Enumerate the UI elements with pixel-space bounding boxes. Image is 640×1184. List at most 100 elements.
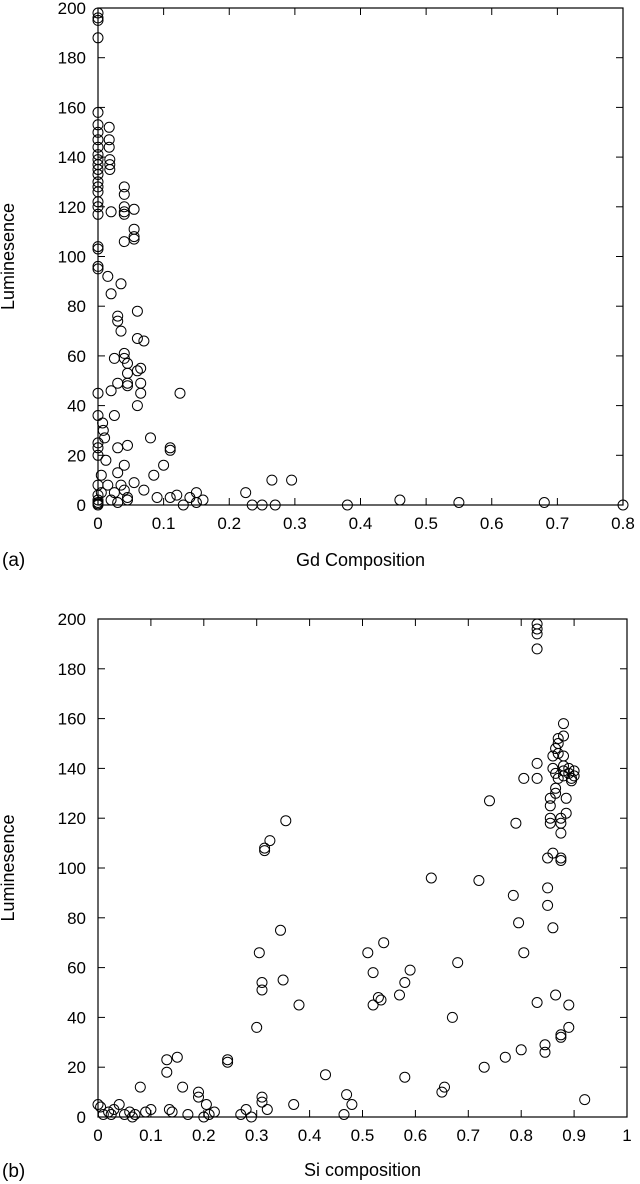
y-tick-label: 120 [58, 198, 86, 217]
data-point [568, 765, 580, 777]
data-point [341, 1089, 353, 1101]
data-point [552, 748, 564, 759]
data-point [97, 424, 109, 436]
data-point [171, 489, 183, 501]
data-point [118, 484, 130, 496]
data-point [92, 119, 104, 131]
data-point [531, 757, 543, 769]
data-point [184, 492, 196, 503]
data-point [264, 835, 276, 847]
x-tick-label: 0.1 [139, 1126, 163, 1145]
data-point [555, 1029, 567, 1041]
data-point [145, 432, 156, 444]
data-point [245, 1111, 257, 1123]
data-point [92, 263, 104, 275]
data-point [92, 7, 104, 19]
data-point [190, 497, 202, 508]
data-point [174, 387, 186, 399]
y-tick-label: 60 [67, 347, 86, 366]
data-point [566, 772, 577, 784]
data-point [499, 1051, 511, 1063]
x-tick-label: 0.4 [349, 514, 373, 533]
data-point [122, 367, 133, 379]
data-point [118, 459, 130, 471]
data-point [164, 442, 176, 454]
data-point [507, 889, 519, 901]
data-point [92, 134, 104, 146]
data-point [552, 772, 564, 784]
x-tick-label: 0.3 [283, 514, 307, 533]
data-point [341, 499, 353, 511]
data-point [399, 977, 411, 988]
data-point [563, 767, 575, 779]
data-point [550, 787, 562, 799]
data-point [104, 159, 116, 171]
data-point [555, 855, 567, 866]
x-tick-label: 0.3 [245, 1126, 269, 1145]
data-point [92, 181, 104, 193]
data-point [531, 628, 543, 640]
data-point [92, 387, 104, 399]
data-point [102, 479, 114, 491]
x-tick-label: 0.8 [611, 514, 635, 533]
data-point [92, 12, 104, 24]
data-point [122, 494, 133, 506]
data-point [113, 1099, 125, 1110]
data-point [92, 208, 104, 220]
data-point [558, 730, 569, 742]
data-point [95, 469, 107, 481]
x-tick-label: 0.4 [298, 1126, 322, 1145]
data-point [103, 134, 115, 146]
data-point [118, 347, 130, 359]
data-point [563, 1021, 575, 1033]
data-point [92, 106, 104, 118]
data-point [555, 852, 567, 864]
data-point [99, 432, 111, 444]
data-point [128, 231, 140, 243]
x-axis-label: Si composition [304, 1160, 421, 1180]
data-point [198, 1111, 210, 1123]
x-tick-label: 0.9 [562, 1126, 586, 1145]
x-tick-label: 0.7 [456, 1126, 480, 1145]
data-point [579, 1094, 591, 1106]
data-point [105, 385, 117, 397]
data-point [367, 967, 379, 979]
data-point [222, 1054, 234, 1066]
data-point [515, 1044, 527, 1056]
y-tick-label: 200 [58, 610, 86, 629]
data-point [251, 1021, 263, 1033]
data-point [161, 1066, 173, 1078]
data-point [544, 800, 556, 812]
data-point [568, 770, 580, 782]
data-point [200, 1099, 212, 1110]
data-point [97, 1109, 109, 1120]
data-point [171, 1051, 183, 1063]
data-point [547, 750, 559, 762]
data-point [550, 743, 562, 754]
data-point [259, 845, 271, 857]
data-point [140, 1106, 152, 1118]
data-point [92, 241, 104, 253]
data-point [138, 484, 150, 496]
x-tick-label: 0.5 [414, 514, 438, 533]
data-point [193, 1086, 204, 1098]
data-point [122, 439, 133, 451]
data-point [182, 1109, 194, 1120]
data-point [222, 1056, 234, 1068]
x-tick-label: 0.2 [192, 1126, 216, 1145]
panel-label: (b) [2, 1161, 25, 1182]
data-point [550, 767, 562, 779]
data-point [126, 1111, 138, 1123]
data-point [135, 362, 147, 374]
data-point [547, 847, 559, 859]
data-point [166, 1106, 178, 1118]
data-point [261, 1104, 273, 1115]
data-point [531, 997, 543, 1008]
data-point [92, 169, 104, 180]
data-point [103, 1106, 115, 1118]
data-point [617, 499, 629, 511]
data-point [550, 989, 562, 1001]
data-point [177, 1081, 189, 1093]
data-point [203, 1109, 215, 1120]
panel-label: (a) [2, 550, 25, 571]
